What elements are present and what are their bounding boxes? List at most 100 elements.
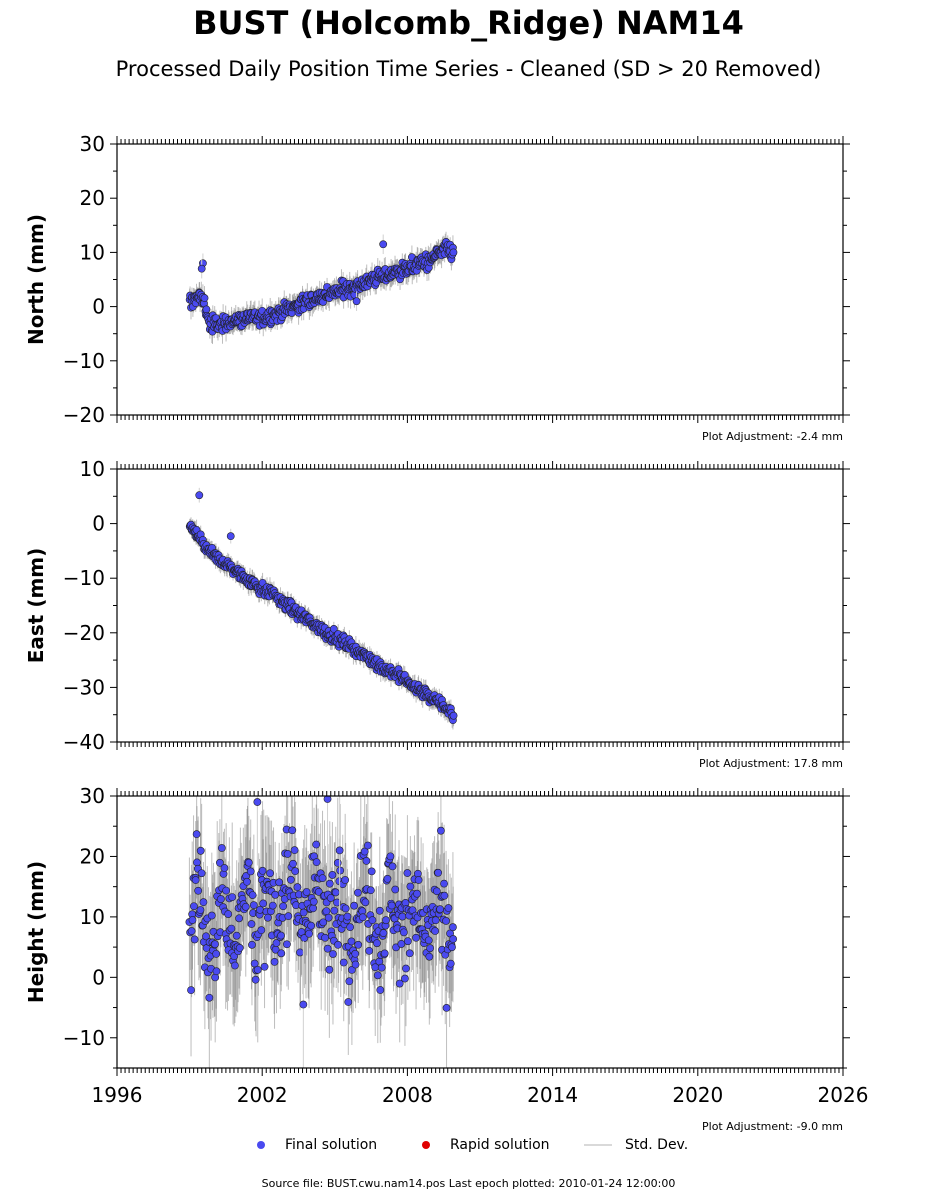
legend-rapid: Rapid solution [422,1137,550,1153]
legend-std-label: Std. Dev. [625,1137,689,1153]
data-point [324,913,333,922]
y-tick-label: 10 [80,905,105,929]
data-point [368,916,377,925]
data-point [403,869,412,877]
data-point [442,1004,451,1012]
data-point [425,952,434,961]
outlier-point [226,532,235,541]
data-point [318,874,327,883]
data-point [365,946,374,955]
data-point [440,879,448,888]
data-point [286,875,295,884]
data-point [211,940,219,949]
data-point [328,871,337,879]
outlier-point [379,240,388,249]
data-point [288,826,297,835]
data-point [388,862,397,871]
data-point [309,897,318,906]
y-tick-label: −10 [63,349,105,373]
data-point [402,964,410,973]
data-point [244,858,253,867]
data-point [187,927,196,935]
data-point [197,869,206,878]
data-point [279,902,288,911]
data-point [346,923,355,932]
y-tick-label: 0 [92,295,105,319]
data-point [449,923,457,932]
data-point [202,932,210,941]
y-axis-label: East (mm) [24,548,48,664]
data-point [190,935,199,944]
plot-frame [116,468,844,743]
data-point [325,965,334,974]
data-point [382,916,390,925]
data-point [220,864,229,872]
data-point [216,895,225,903]
data-point [348,966,356,974]
data-point [414,876,423,884]
data-point [202,305,211,314]
y-tick-label: −30 [63,675,105,699]
data-point [351,949,360,958]
data-point [449,248,458,257]
x-tick-label: 1996 [92,1083,143,1107]
data-point [343,912,352,921]
data-point [248,940,256,949]
data-point [187,986,195,995]
data-point [341,876,350,884]
data-point [336,866,345,875]
chart-subtitle: Processed Daily Position Time Series - C… [115,57,822,81]
data-point [307,921,316,930]
data-point [312,858,321,867]
y-tick-label: 30 [80,784,105,808]
data-point [329,625,338,633]
panel-1: −20 −10 0 10 20 30 North (mm) Plot Adjustment: … [24,132,850,443]
data-point [235,944,244,952]
chart-title: BUST (Holcomb_Ridge) NAM14 [193,4,744,42]
data-point [331,888,340,897]
data-point [406,882,415,891]
data-layer [185,487,458,730]
data-point [375,906,384,915]
data-point [191,876,200,884]
data-point [319,918,328,927]
data-point [351,960,360,969]
data-point [260,962,269,971]
data-point [270,957,279,966]
data-point [290,846,299,855]
data-point [284,912,293,921]
data-point [325,879,334,888]
std-dev-line-icon [584,1144,612,1146]
data-point [412,933,420,942]
data-point [257,926,266,935]
data-point [194,886,203,895]
data-point [354,888,362,897]
data-point [339,958,348,967]
data-point [446,959,455,968]
data-point [449,711,458,720]
data-point [360,847,369,856]
data-point [326,894,335,902]
data-point [362,856,371,865]
data-point [312,840,321,849]
data-point [431,927,440,935]
data-point [222,886,231,895]
data-point [367,867,376,876]
plot-adjustment-note: Plot Adjustment: -9.0 mm [702,1120,843,1133]
data-point [398,912,407,921]
data-point [299,908,308,917]
data-point [341,904,350,913]
data-point [231,961,239,970]
data-point [227,924,236,933]
data-point [383,874,392,883]
data-point [196,906,205,914]
data-point [376,986,385,994]
data-point [426,944,434,953]
data-point [263,913,272,922]
outlier-point [299,1000,308,1009]
data-point [249,901,258,910]
data-point [228,893,237,902]
data-point [361,898,370,907]
data-point [272,939,281,947]
